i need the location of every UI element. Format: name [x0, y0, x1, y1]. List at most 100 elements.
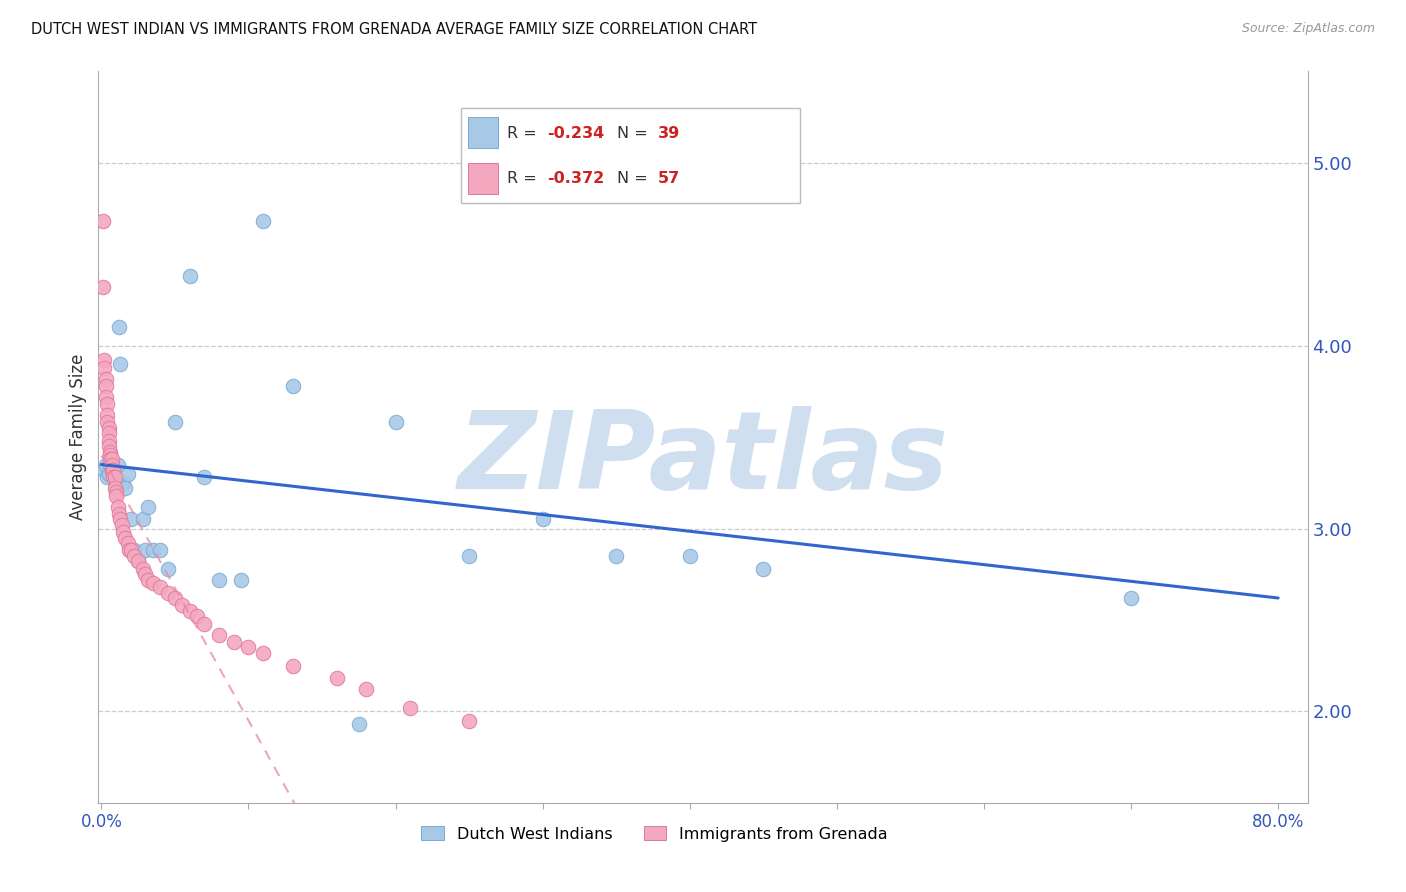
Point [193, 470, 215, 484]
Point [605, 549, 627, 563]
Point [131, 512, 153, 526]
Point [208, 573, 231, 587]
Point [97, 439, 120, 453]
Point [100, 452, 122, 467]
Point [93, 353, 115, 368]
Point [101, 470, 124, 484]
Point [172, 599, 194, 613]
Point [281, 658, 304, 673]
Point [94, 371, 117, 385]
Point [347, 717, 370, 731]
Point [98, 448, 121, 462]
Point [98, 458, 121, 472]
Point [131, 562, 153, 576]
Point [281, 379, 304, 393]
Point [458, 714, 481, 728]
Point [752, 562, 775, 576]
Point [97, 421, 120, 435]
Point [531, 512, 554, 526]
Point [163, 416, 186, 430]
Point [179, 604, 201, 618]
Point [252, 646, 274, 660]
Point [122, 543, 145, 558]
Point [163, 591, 186, 605]
Text: DUTCH WEST INDIAN VS IMMIGRANTS FROM GRENADA AVERAGE FAMILY SIZE CORRELATION CHA: DUTCH WEST INDIAN VS IMMIGRANTS FROM GRE… [31, 22, 756, 37]
Point [101, 467, 124, 481]
Point [354, 682, 377, 697]
Point [1119, 591, 1142, 605]
Legend: Dutch West Indians, Immigrants from Grenada: Dutch West Indians, Immigrants from Gren… [413, 818, 896, 850]
Point [94, 390, 117, 404]
Point [142, 576, 165, 591]
Point [679, 549, 702, 563]
Point [193, 616, 215, 631]
Point [100, 463, 122, 477]
Point [91, 214, 114, 228]
Point [104, 470, 127, 484]
Point [104, 470, 127, 484]
Point [105, 489, 128, 503]
Point [458, 549, 481, 563]
Point [98, 444, 121, 458]
Point [120, 512, 142, 526]
Point [138, 573, 160, 587]
Point [107, 500, 129, 514]
Point [105, 475, 128, 490]
Point [138, 500, 160, 514]
Text: Source: ZipAtlas.com: Source: ZipAtlas.com [1241, 22, 1375, 36]
Point [97, 426, 120, 441]
Point [96, 408, 118, 422]
Point [96, 470, 118, 484]
Point [111, 517, 134, 532]
Point [149, 580, 172, 594]
Point [127, 554, 149, 568]
Y-axis label: Average Family Size: Average Family Size [69, 354, 87, 520]
Point [238, 640, 260, 655]
Point [96, 397, 118, 411]
Point [325, 672, 347, 686]
Point [112, 475, 135, 490]
Point [142, 543, 165, 558]
Point [117, 536, 139, 550]
Point [122, 549, 145, 563]
Point [108, 320, 131, 334]
Point [94, 458, 117, 472]
Point [100, 463, 122, 477]
Point [97, 467, 120, 481]
Point [93, 360, 115, 375]
Point [105, 485, 128, 500]
Point [127, 554, 149, 568]
Point [110, 512, 132, 526]
Point [134, 543, 156, 558]
Point [97, 434, 120, 448]
Point [107, 458, 129, 472]
Point [108, 507, 131, 521]
Point [252, 214, 274, 228]
Point [134, 567, 156, 582]
Text: ZIPatlas: ZIPatlas [457, 406, 949, 512]
Point [208, 627, 231, 641]
Point [120, 543, 142, 558]
Point [118, 543, 141, 558]
Point [112, 525, 135, 540]
Point [93, 463, 115, 477]
Point [149, 543, 172, 558]
Point [91, 280, 114, 294]
Point [104, 481, 127, 495]
Point [114, 481, 136, 495]
Point [186, 609, 208, 624]
Point [114, 531, 136, 545]
Point [110, 357, 132, 371]
Point [229, 573, 252, 587]
Point [98, 452, 121, 467]
Point [222, 635, 245, 649]
Point [96, 416, 118, 430]
Point [100, 458, 122, 472]
Point [384, 416, 406, 430]
Point [179, 269, 201, 284]
Point [117, 467, 139, 481]
Point [399, 700, 422, 714]
Point [156, 585, 179, 599]
Point [101, 463, 124, 477]
Point [94, 379, 117, 393]
